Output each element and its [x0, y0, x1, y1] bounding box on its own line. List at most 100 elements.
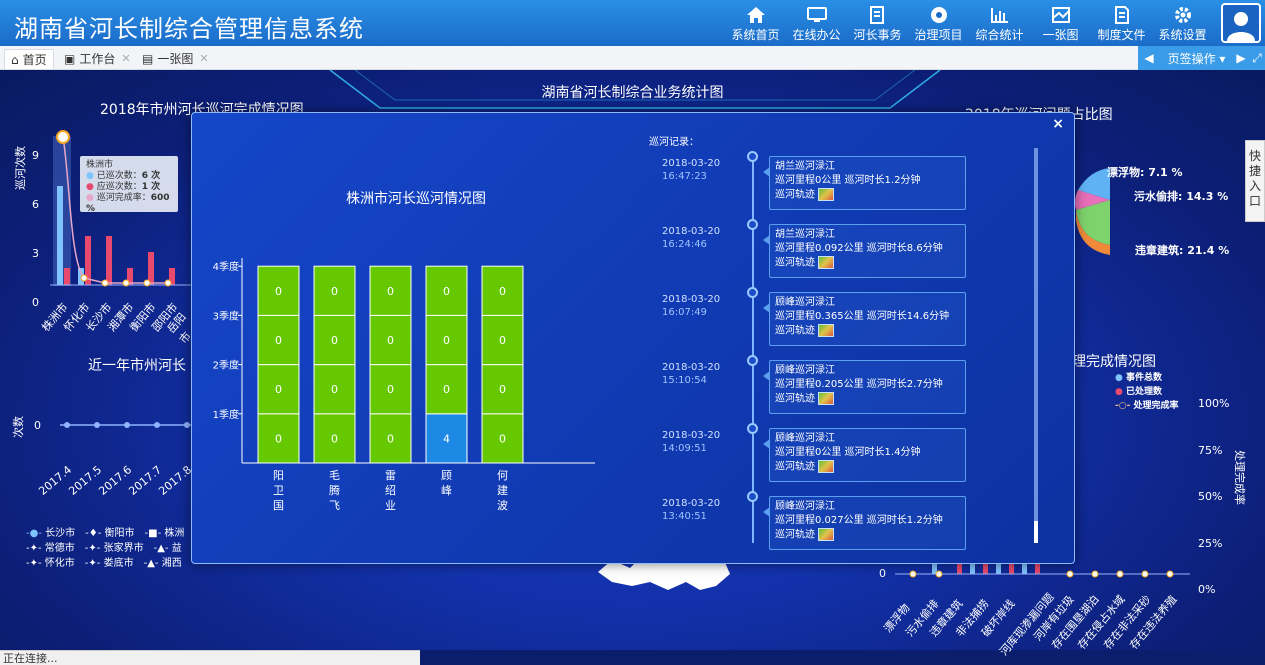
map-thumbnail-icon[interactable]: [818, 528, 835, 541]
tab-home[interactable]: ⌂ 首页: [4, 49, 54, 69]
map-thumbnail-icon[interactable]: [818, 392, 835, 405]
patrol-record-card[interactable]: 胡兰巡河渌江巡河里程0.092公里 巡河时长8.6分钟巡河轨迹: [763, 224, 966, 278]
pct-tick: 100%: [1198, 397, 1230, 410]
bar-due: [106, 236, 112, 285]
legend-item[interactable]: ● 事件总数: [1115, 373, 1163, 383]
nav-settings[interactable]: 系统设置: [1152, 4, 1213, 43]
chart-title: 株洲市河长巡河情况图: [346, 190, 486, 207]
bar-chart-icon: [969, 4, 1030, 26]
chevron-left-icon[interactable]: ◀: [1144, 51, 1154, 65]
nav-regulations[interactable]: 制度文件: [1091, 4, 1152, 43]
record-date: 2018-03-20: [662, 498, 721, 509]
nav-online-office[interactable]: 在线办公: [786, 4, 847, 43]
patrol-record-card[interactable]: 顾峰巡河渌江 巡河里程0公里 巡河时长1.4分钟 巡河轨迹: [763, 428, 966, 482]
map-thumbnail-icon[interactable]: [818, 460, 835, 473]
user-avatar[interactable]: [1221, 3, 1261, 43]
record-track-link[interactable]: 巡河轨迹: [775, 324, 960, 339]
nav-one-map[interactable]: 一张图: [1030, 4, 1091, 43]
tab-workbench[interactable]: ▣ 工作台 ✕: [64, 49, 131, 69]
timeline-scrollbar[interactable]: [1034, 148, 1038, 543]
heatmap-cell[interactable]: [425, 314, 468, 366]
right-pct-axis: 100% 75% 50% 25% 0%: [1198, 381, 1229, 614]
record-track-link[interactable]: 巡河轨迹: [775, 460, 960, 475]
record-track-link[interactable]: 巡河轨迹: [775, 188, 960, 203]
record-track-label: 巡河轨迹: [775, 461, 815, 473]
heatmap-cell[interactable]: [257, 265, 300, 316]
close-icon[interactable]: ✕: [199, 52, 209, 65]
record-datetime: 2018-03-20 16:07:49: [662, 293, 722, 319]
left-top-xlabels: 株洲市 怀化市 长沙市 湘潭市 衡阳市 邵阳市 岳阳市: [30, 295, 200, 347]
patrol-record-card[interactable]: 顾峰巡河渌江 巡河里程0.205公里 巡河时长2.7分钟 巡河轨迹: [763, 360, 966, 414]
nav-river-affairs[interactable]: 河长事务: [847, 4, 908, 43]
close-icon[interactable]: ✕: [121, 52, 131, 65]
heatmap-cell[interactable]: [425, 413, 468, 464]
record-date: 2018-03-20: [662, 362, 721, 373]
map-thumbnail-icon[interactable]: [818, 256, 835, 269]
record-track-link[interactable]: 巡河轨迹: [775, 528, 960, 543]
heatmap-cell[interactable]: [257, 364, 300, 415]
heatmap-cell[interactable]: [425, 265, 468, 316]
chevron-right-icon[interactable]: ▶: [1236, 51, 1246, 65]
record-name: 胡兰巡河渌江: [775, 229, 835, 240]
heatmap-cell[interactable]: [481, 265, 524, 316]
patrol-record-card[interactable]: 顾峰巡河渌江 巡河里程0.365公里 巡河时长14.6分钟 巡河轨迹: [763, 292, 966, 346]
cell-value-label: 0: [499, 383, 506, 396]
right-chart-bars: [895, 564, 1190, 578]
x-tick-label: 阳卫国: [273, 469, 284, 512]
legend-item[interactable]: -✦- 怀化市: [26, 558, 75, 569]
legend-item[interactable]: -♦- 衡阳市: [85, 528, 135, 539]
page-ops-button[interactable]: 页签操作 ▾: [1167, 51, 1226, 66]
heatmap-cell[interactable]: [313, 413, 356, 464]
card-pointer: [763, 303, 770, 313]
timeline-dot: [747, 151, 758, 162]
heatmap-cell[interactable]: [313, 364, 356, 415]
record-name: 顾峰巡河渌江: [775, 365, 835, 376]
heatmap-cell[interactable]: [257, 413, 300, 464]
nav-projects[interactable]: 治理项目: [908, 4, 969, 43]
heatmap-cell[interactable]: [369, 265, 412, 316]
legend-item[interactable]: -■- 株洲: [144, 528, 185, 539]
heatmap-cell[interactable]: [369, 364, 412, 415]
scrollbar-thumb[interactable]: [1034, 521, 1038, 543]
cell-value-label: 0: [387, 432, 394, 445]
patrol-record-card[interactable]: 顾峰巡河渌江 巡河里程0.027公里 巡河时长1.2分钟 巡河轨迹: [763, 496, 966, 550]
record-date: 2018-03-20: [662, 226, 721, 237]
heatmap-cell[interactable]: [369, 314, 412, 366]
record-detail: 巡河里程0.365公里 巡河时长14.6分钟: [775, 311, 950, 322]
nav-statistics[interactable]: 综合统计: [969, 4, 1030, 43]
expand-icon[interactable]: ⤢: [1252, 50, 1262, 65]
legend-item[interactable]: -○- 处理完成率: [1115, 401, 1179, 411]
tab-one-map[interactable]: ▤ 一张图 ✕: [142, 49, 209, 69]
tick-label: 6: [32, 198, 39, 211]
record-time: 16:47:23: [662, 171, 707, 182]
heatmap-cell[interactable]: [257, 314, 300, 366]
close-icon[interactable]: ×: [1052, 116, 1064, 132]
map-thumbnail-icon[interactable]: [818, 324, 835, 337]
legend-item[interactable]: -▲- 湘西: [143, 558, 182, 569]
nav-home[interactable]: 系统首页: [725, 4, 786, 43]
record-track-link[interactable]: 巡河轨迹: [775, 392, 960, 407]
heatmap-cell[interactable]: [313, 314, 356, 366]
patrol-record-card[interactable]: 胡兰巡河渌江 巡河里程0公里 巡河时长1.2分钟 巡河轨迹: [763, 156, 966, 210]
record-detail: 巡河里程0.092公里 巡河时长8.6分钟: [775, 243, 943, 254]
y-tick-label: 3季度: [213, 309, 239, 322]
heatmap-cell[interactable]: [369, 413, 412, 464]
left-mid-ylabel: 次数: [12, 416, 25, 438]
legend-item[interactable]: -✦- 娄底市: [84, 558, 134, 569]
page-ops: ◀ 页签操作 ▾ ▶ ⤢: [1138, 46, 1265, 70]
legend-item[interactable]: -▲- 益: [153, 543, 182, 554]
heatmap-cell[interactable]: [481, 413, 524, 464]
legend-item[interactable]: ● 已处理数: [1115, 387, 1163, 397]
app-title: 湖南省河长制综合管理信息系统: [14, 15, 364, 43]
heatmap-cell[interactable]: [425, 364, 468, 415]
legend-item[interactable]: -●- 长沙市: [26, 528, 76, 539]
card-pointer: [763, 507, 770, 517]
legend-item[interactable]: -✦- 常德市: [26, 543, 75, 554]
record-track-link[interactable]: 巡河轨迹: [775, 256, 960, 271]
quick-entry-button[interactable]: 快捷入口: [1245, 140, 1265, 222]
map-thumbnail-icon[interactable]: [818, 188, 835, 201]
heatmap-cell[interactable]: [313, 265, 356, 316]
record-date: 2018-03-20: [662, 294, 721, 305]
heatmap-cell[interactable]: [481, 314, 524, 366]
legend-item[interactable]: -✦- 张家界市: [84, 543, 144, 554]
